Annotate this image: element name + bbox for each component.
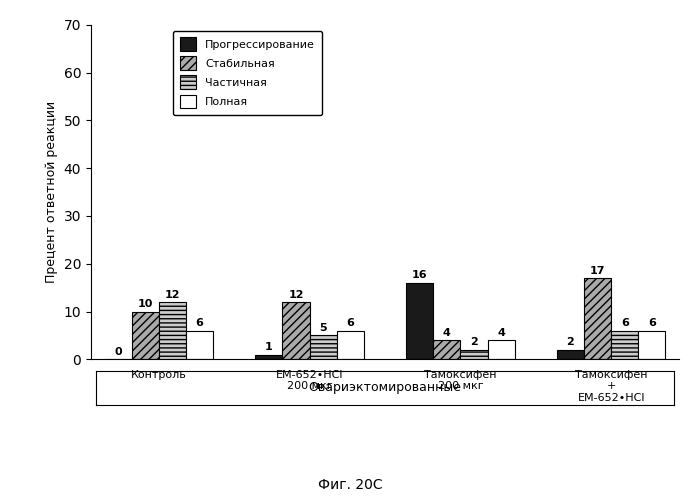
Bar [487,340,514,359]
Text: 10: 10 [138,299,153,309]
Text: 4: 4 [497,328,505,338]
Text: 6: 6 [648,318,656,328]
Text: Фиг. 20C: Фиг. 20C [318,478,382,492]
Bar [283,302,309,359]
Text: 6: 6 [621,318,629,328]
Text: Овариэктомированные: Овариэктомированные [309,381,461,394]
Text: 2: 2 [470,337,478,347]
Text: 12: 12 [288,289,304,299]
Text: 6: 6 [195,318,204,328]
Bar [256,354,283,359]
Text: 4: 4 [443,328,451,338]
Bar [584,278,611,359]
Bar [309,335,337,359]
Legend: Прогрессирование, Стабильная, Частичная, Полная: Прогрессирование, Стабильная, Частичная,… [173,30,322,115]
Bar [461,350,487,359]
Bar [433,340,461,359]
Text: 5: 5 [319,323,327,333]
Y-axis label: Прецент ответной реакции: Прецент ответной реакции [45,101,58,283]
Text: 1: 1 [265,342,273,352]
Bar [159,302,186,359]
Bar [638,331,666,359]
Text: 16: 16 [412,270,428,280]
Bar [406,283,433,359]
Text: 2: 2 [566,337,574,347]
Text: 6: 6 [346,318,354,328]
Bar [337,331,364,359]
Text: 12: 12 [164,289,180,299]
Text: 0: 0 [114,347,122,357]
Text: 17: 17 [590,265,606,275]
Bar [186,331,213,359]
Bar [557,350,584,359]
Bar [132,311,159,359]
Bar [611,331,638,359]
